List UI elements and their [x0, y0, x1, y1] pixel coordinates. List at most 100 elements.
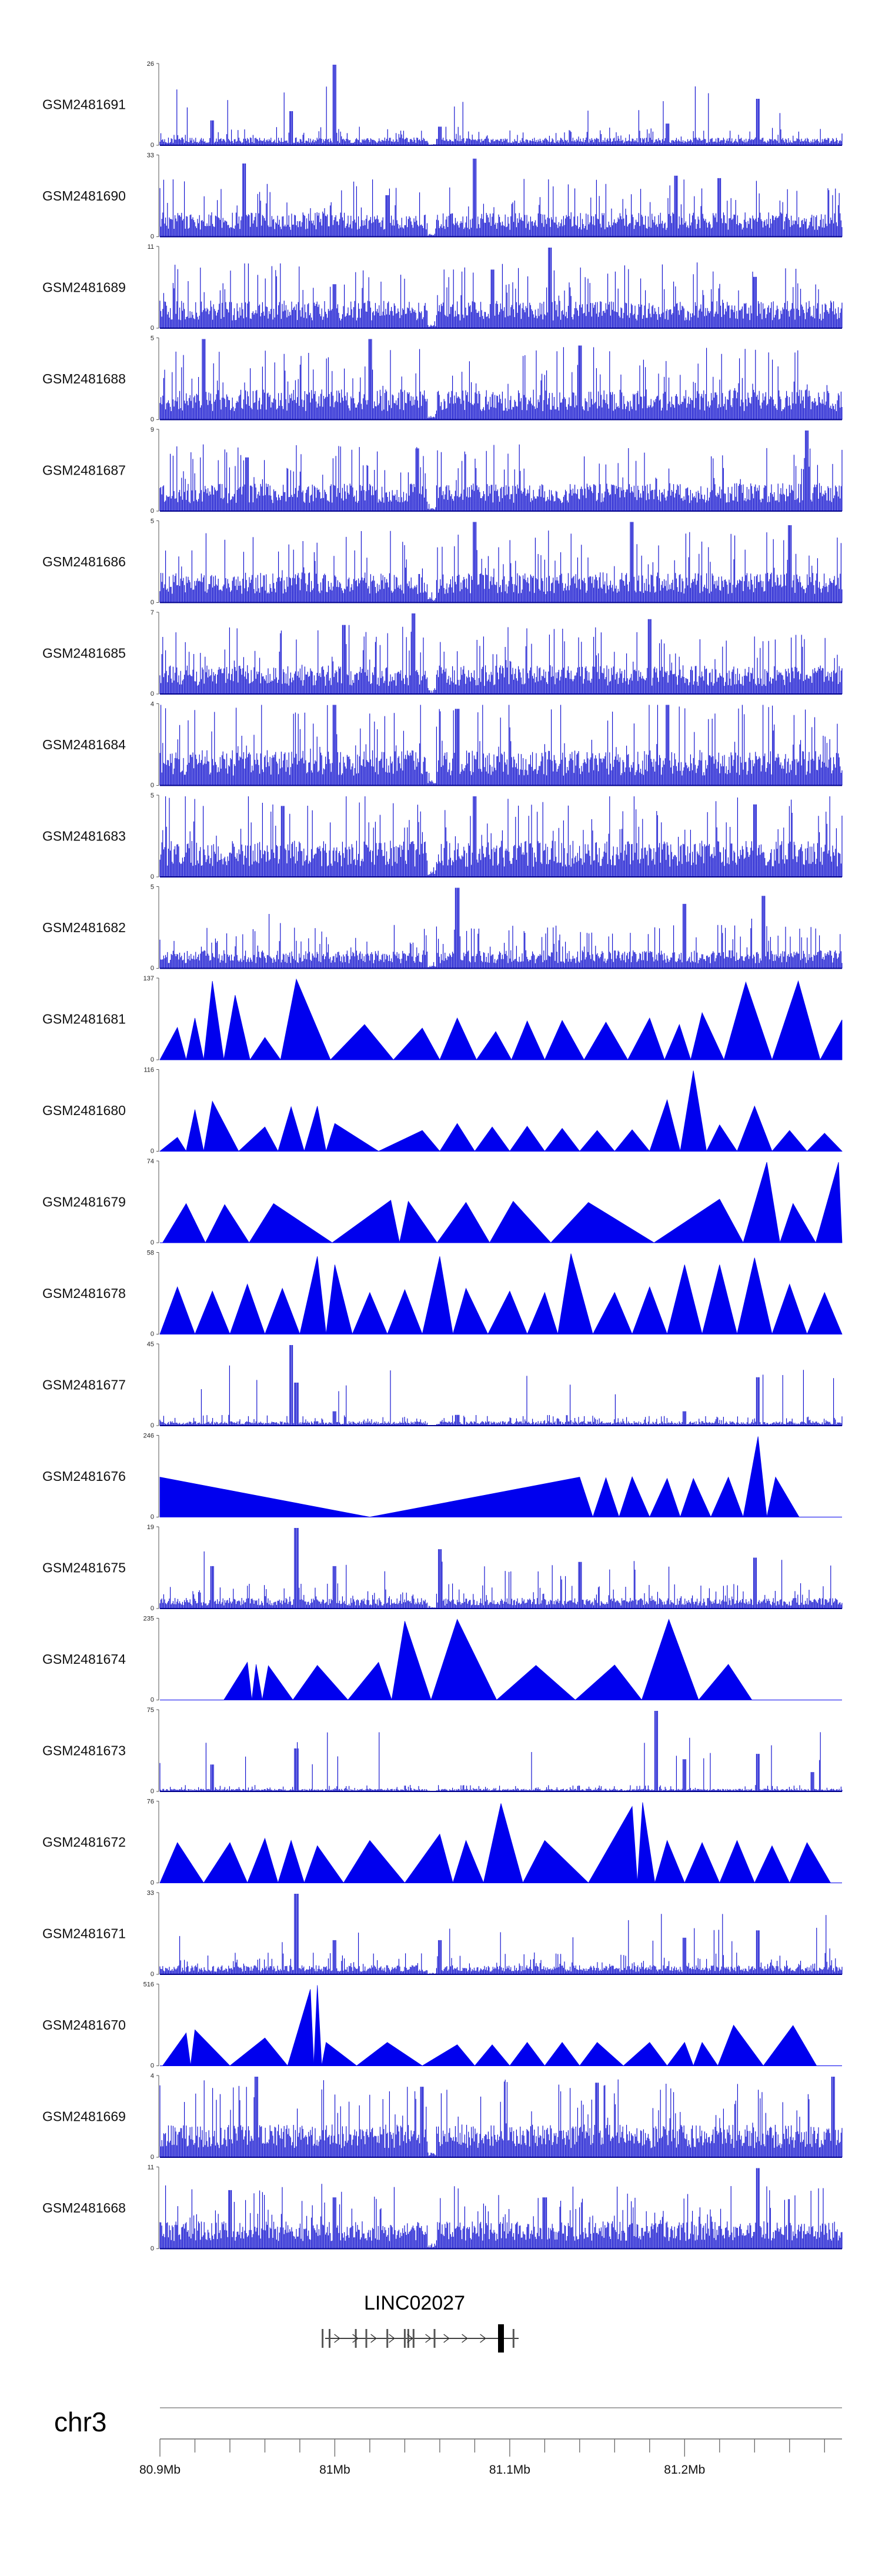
signal-peak [719, 1840, 755, 1883]
signal-peak [627, 1017, 665, 1060]
track-GSM2481689: GSM2481689 11 0 [42, 243, 843, 332]
signal-peak [654, 1840, 685, 1883]
signal-peak [693, 2041, 719, 2066]
y-min-label: 0 [151, 1697, 154, 1704]
track-GSM2481682: GSM2481682 5 0 [42, 884, 843, 972]
signal-peak [404, 1833, 453, 1883]
signal-peak [262, 1665, 293, 1700]
track-GSM2481671: GSM2481671 33 0 [42, 1890, 843, 1978]
signal-peak [789, 1842, 831, 1883]
y-min-label: 0 [151, 233, 154, 241]
axis-ticks [159, 2439, 825, 2457]
gene-exon [365, 2329, 368, 2348]
signal-peak [544, 1020, 584, 1060]
signal-peak [430, 1619, 497, 1700]
track-GSM2481685: GSM2481685 7 0 [42, 609, 843, 698]
signal-peak [278, 1840, 305, 1883]
track-label: GSM2481676 [42, 1469, 126, 1484]
track-label: GSM2481689 [42, 280, 126, 295]
signal-bars [159, 1894, 843, 1974]
axis-tick-label: 81Mb [319, 2463, 350, 2477]
signal-peak [326, 1123, 380, 1152]
signal-peak [736, 1257, 773, 1334]
y-max-label: 9 [151, 426, 154, 433]
gene-label: LINC02027 [364, 2292, 465, 2314]
signal-peak [393, 1027, 440, 1060]
signal-peak [330, 1024, 394, 1060]
y-max-label: 11 [148, 243, 154, 251]
track-label: GSM2481684 [42, 737, 126, 752]
genomic-axis: 80.9Mb 81Mb 81.1Mb 81.2Mb [139, 2438, 842, 2477]
track-GSM2481677: GSM2481677 45 0 [42, 1341, 843, 1429]
track-GSM2481670: GSM2481670 516 0 [42, 1981, 842, 2070]
track-GSM2481674: GSM2481674 235 0 [42, 1616, 842, 1704]
signal-bars [159, 158, 843, 237]
signal-peak [511, 1020, 546, 1060]
strand-arrow [462, 2334, 468, 2343]
signal-peak [641, 1619, 699, 1700]
y-min-label: 0 [151, 1422, 154, 1429]
signal-peak [698, 1664, 753, 1700]
signal-peak [203, 980, 225, 1060]
y-min-label: 0 [151, 965, 154, 972]
signal-bars [159, 1528, 843, 1609]
signal-peak [496, 1665, 576, 1700]
y-min-label: 0 [151, 1788, 154, 1795]
y-max-label: 19 [147, 1524, 154, 1531]
signal-peak [203, 1842, 248, 1883]
track-GSM2481684: GSM2481684 4 0 [42, 701, 843, 789]
signal-peak [666, 2041, 694, 2066]
y-max-label: 516 [143, 1981, 154, 1988]
track-GSM2481672: GSM2481672 76 0 [42, 1798, 842, 1887]
signal-peak [574, 1664, 643, 1700]
signal-peak [229, 1283, 266, 1334]
gene-exon [329, 2329, 330, 2348]
signal-peak [162, 2032, 191, 2066]
signal-peak [387, 1289, 423, 1334]
y-max-label: 4 [151, 701, 154, 708]
signal-peak [706, 1124, 738, 1152]
track-GSM2481690: GSM2481690 33 0 [42, 152, 843, 241]
signal-peak [292, 1664, 349, 1700]
track-label: GSM2481673 [42, 1743, 126, 1759]
track-label: GSM2481671 [42, 1926, 126, 1941]
y-min-label: 0 [151, 508, 154, 515]
strand-arrow [407, 2334, 413, 2343]
signal-peak [544, 2042, 580, 2066]
track-label: GSM2481680 [42, 1103, 126, 1118]
y-max-label: 11 [148, 2164, 154, 2171]
track-GSM2481680: GSM2481680 116 0 [42, 1067, 843, 1155]
signal-bars [159, 431, 843, 511]
signal-peak [701, 1264, 738, 1334]
signal-bars [159, 248, 843, 328]
signal-peak [509, 2042, 546, 2066]
y-max-label: 75 [147, 1707, 154, 1714]
strand-arrow [443, 2334, 450, 2343]
signal-peak [223, 1661, 252, 1700]
y-max-label: 45 [147, 1341, 154, 1348]
y-min-label: 0 [151, 1605, 154, 1612]
signal-bars [159, 1345, 843, 1426]
y-max-label: 137 [143, 975, 154, 982]
track-label: GSM2481668 [42, 2200, 126, 2215]
signal-peak [186, 1017, 204, 1060]
strand-arrow [389, 2334, 395, 2343]
signal-bars [159, 1711, 843, 1791]
track-label: GSM2481672 [42, 1834, 126, 1850]
gene-exon [403, 2329, 406, 2348]
signal-peak [766, 1476, 800, 1517]
signal-peak [743, 1162, 780, 1243]
signal-bars [159, 705, 843, 786]
track-label: GSM2481685 [42, 646, 126, 661]
signal-peak [583, 1022, 629, 1060]
signal-peak [717, 2024, 764, 2066]
signal-bars [159, 796, 843, 877]
signal-peak [509, 1126, 546, 1152]
gene-exon [412, 2329, 415, 2348]
y-min-label: 0 [151, 325, 154, 332]
signal-peak [483, 1803, 523, 1883]
signal-peak [303, 1106, 327, 1152]
gene-exon [433, 2329, 436, 2348]
signal-peak [194, 1290, 230, 1334]
signal-peak [474, 2044, 510, 2066]
